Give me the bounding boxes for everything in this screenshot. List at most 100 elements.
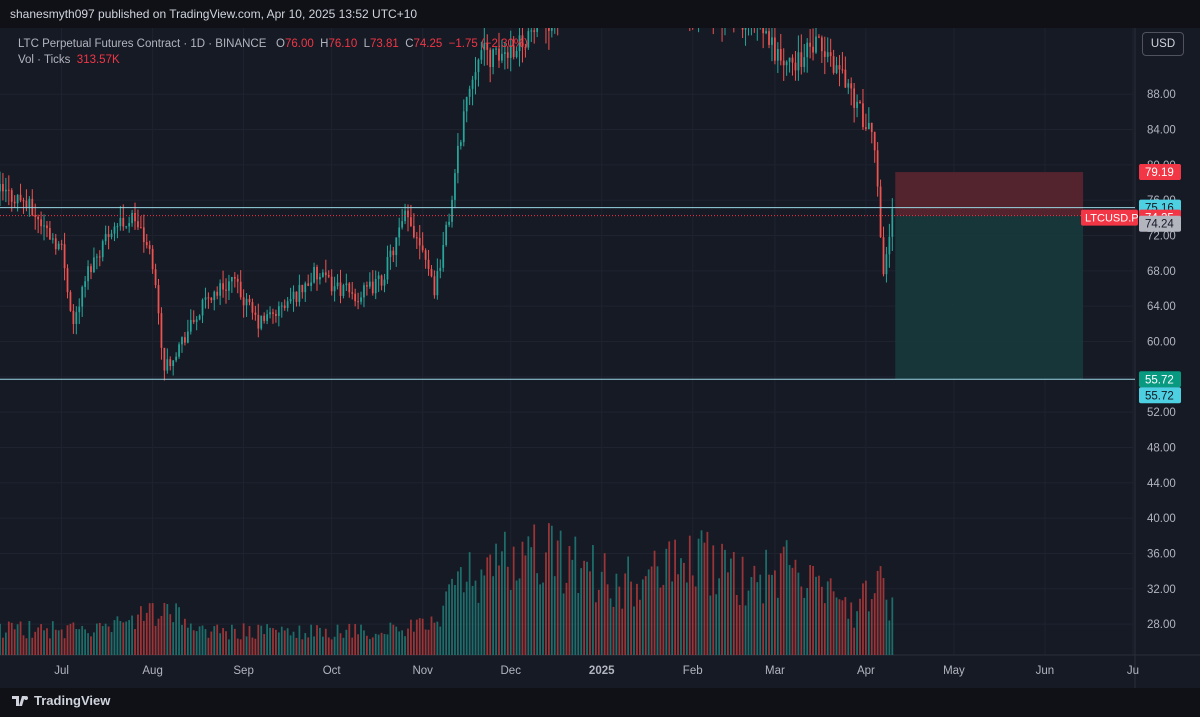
candle-body [142, 227, 145, 243]
candle-body [122, 217, 125, 227]
volume-bar [210, 631, 213, 655]
volume-bar [266, 624, 268, 655]
volume-bar [539, 584, 541, 655]
candle-body [286, 301, 289, 308]
candle-body [779, 48, 782, 61]
volume-bar [630, 581, 632, 655]
candle-body [78, 306, 81, 313]
candle-body [826, 52, 829, 57]
volume-bar [636, 583, 638, 655]
volume-bar [295, 637, 298, 655]
candle-body [782, 60, 785, 66]
time-tick-label: Aug [142, 665, 162, 677]
candle-body [251, 302, 254, 313]
volume-bar [618, 586, 621, 655]
candle-body [298, 284, 301, 302]
candle-body [2, 184, 4, 192]
candle-body [95, 256, 98, 258]
volume-bar [885, 599, 888, 655]
volume-bar [2, 637, 4, 655]
candle-body [113, 226, 116, 234]
candle-body [257, 314, 260, 329]
volume-bar [433, 622, 436, 655]
price-tick-label: 28.00 [1147, 619, 1176, 631]
volume-bar [157, 618, 160, 655]
time-tick-label: Nov [412, 665, 433, 677]
candle-body [137, 221, 139, 228]
currency-unit-button[interactable]: USD [1142, 32, 1184, 56]
candle-body [107, 234, 110, 237]
price-tick-label: 52.00 [1147, 407, 1176, 419]
candle-body [175, 356, 177, 361]
volume-bar [404, 636, 406, 655]
volume-bar [7, 621, 10, 655]
volume-bar [207, 637, 210, 655]
volume-bar [512, 546, 515, 655]
volume-bar [559, 530, 562, 655]
candle-body [503, 52, 506, 54]
volume-bar [891, 597, 894, 655]
volume-bar [797, 572, 800, 655]
candle-body [13, 201, 16, 204]
candle-body [374, 278, 377, 294]
price-chart[interactable]: 28.0032.0036.0040.0044.0048.0052.0056.00… [0, 28, 1200, 688]
volume-bar [236, 638, 239, 655]
volume-bar [201, 625, 204, 655]
candle-body [363, 285, 365, 298]
candle-body [231, 276, 233, 282]
volume-bar [392, 624, 395, 655]
volume-bar [568, 546, 571, 655]
candle-body [430, 268, 433, 277]
candle-body [879, 186, 882, 238]
candle-body [307, 283, 310, 286]
volume-bar [424, 629, 427, 655]
candle-body [498, 48, 500, 61]
volume-bar [474, 580, 477, 655]
volume-bar [788, 565, 791, 655]
volume-bar [10, 622, 13, 655]
volume-bar [178, 607, 180, 655]
candle-body [436, 271, 439, 296]
volume-bar [644, 576, 647, 655]
candle-body [339, 282, 342, 296]
volume-bar [580, 568, 583, 655]
volume-bar [260, 625, 263, 655]
volume-bar [732, 552, 735, 655]
candle-body [128, 223, 131, 227]
volume-bar [69, 623, 72, 655]
candle-body [151, 248, 154, 270]
volume-bar [95, 623, 98, 655]
volume-bar [272, 628, 274, 655]
candle-body [774, 37, 776, 61]
volume-bar [779, 553, 782, 655]
volume-bar [847, 618, 850, 655]
candle-body [195, 319, 198, 322]
candle-body [348, 283, 351, 293]
volume-bar [818, 575, 820, 655]
volume-bar [286, 628, 289, 655]
candle-body [345, 283, 348, 286]
volume-bar [172, 622, 175, 655]
volume-bar [454, 585, 456, 655]
volume-bar [154, 625, 157, 655]
candle-body [448, 221, 450, 225]
candle-body [462, 111, 465, 143]
volume-bar [63, 638, 66, 655]
candle-body [492, 49, 494, 68]
volume-bar [128, 620, 131, 655]
volume-bar [882, 578, 885, 655]
candle-body [882, 237, 885, 275]
candle-body [72, 310, 75, 324]
candle-body [172, 360, 175, 367]
volume-bar [401, 630, 404, 655]
volume-bar [219, 633, 222, 655]
volume-bar [336, 624, 339, 655]
candle-body [386, 256, 389, 280]
volume-bar [195, 631, 198, 655]
volume-bar [339, 633, 342, 655]
chart-panel[interactable]: 28.0032.0036.0040.0044.0048.0052.0056.00… [0, 28, 1200, 688]
volume-bar [427, 629, 430, 655]
grid [0, 28, 1200, 688]
candle-body [98, 256, 101, 258]
price-tick-label: 68.00 [1147, 266, 1176, 278]
